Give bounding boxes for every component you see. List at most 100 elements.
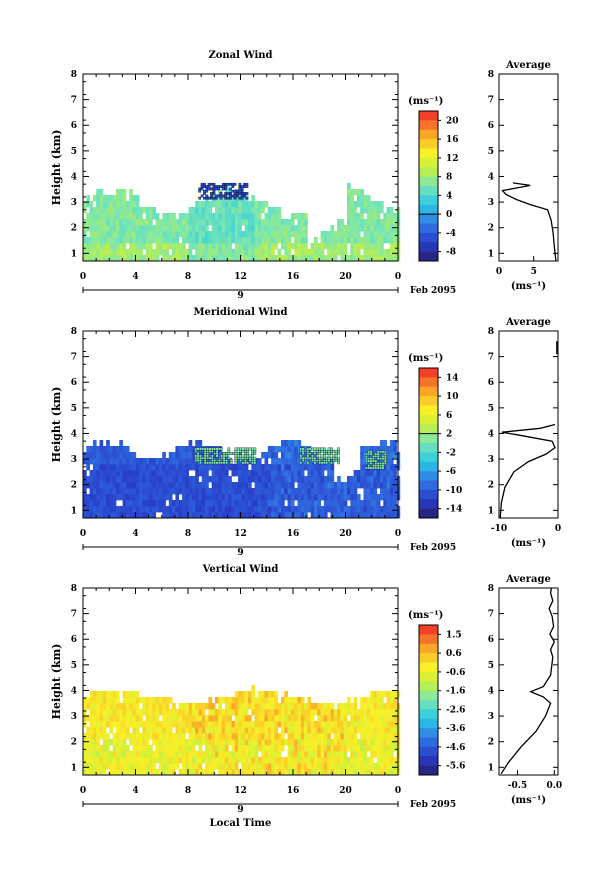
average-y-tick-label: 7 bbox=[488, 96, 494, 106]
x-tick-label: 0 bbox=[395, 529, 401, 539]
colorbar-tick-label: 4 bbox=[446, 191, 452, 201]
colorbar-segment bbox=[419, 424, 438, 434]
colorbar-segment bbox=[419, 690, 438, 701]
colorbar-segment bbox=[419, 251, 438, 262]
y-axis-label: Height (km) bbox=[50, 130, 63, 206]
average-y-tick-label: 8 bbox=[488, 327, 494, 337]
x-tick-label: 4 bbox=[132, 529, 138, 539]
x-tick-label: 16 bbox=[287, 786, 300, 796]
y-tick-label: 8 bbox=[71, 584, 77, 594]
colorbar-frame bbox=[418, 110, 439, 262]
colorbar-segment bbox=[419, 167, 438, 177]
average-y-tick-label: 5 bbox=[488, 147, 494, 157]
colorbar: (ms⁻¹)1.5 0.6 -0.6 -1.6 -2.6 -3.6 -4.6 -5.6 bbox=[408, 610, 465, 776]
y-tick-label: 3 bbox=[71, 712, 77, 722]
colorbar-segment bbox=[419, 120, 438, 131]
colorbar-segment bbox=[419, 765, 438, 776]
y-tick-label: 5 bbox=[71, 147, 77, 157]
colorbar-frame bbox=[418, 367, 439, 519]
colorbar-tick-label: -6 bbox=[446, 467, 456, 477]
colorbar-tick-label: 8 bbox=[446, 173, 452, 183]
x-tick-label: 12 bbox=[234, 786, 247, 796]
y-tick-label: 5 bbox=[71, 661, 77, 671]
y-axis: 1 2 3 4 5 6 7 8 Height (km) bbox=[50, 70, 398, 262]
colorbar-tick-label: -2.6 bbox=[446, 705, 465, 715]
y-tick-label: 2 bbox=[71, 224, 77, 234]
colorbar-segment bbox=[419, 396, 438, 406]
colorbar-segment bbox=[419, 681, 438, 691]
colorbar-tick-label: -5.6 bbox=[446, 762, 465, 772]
colorbar-segment bbox=[419, 223, 438, 234]
average-x-tick-label: 0.0 bbox=[546, 781, 562, 791]
colorbar-segment bbox=[419, 195, 438, 206]
y-tick-label: 1 bbox=[71, 506, 77, 516]
colorbar-segment bbox=[419, 662, 438, 673]
x-tick-label: 20 bbox=[339, 529, 352, 539]
colorbar-segment bbox=[419, 625, 438, 635]
colorbar-segment bbox=[419, 718, 438, 729]
colorbar-segment bbox=[419, 204, 438, 215]
colorbar-segment bbox=[419, 368, 438, 378]
colorbar-unit: (ms⁻¹) bbox=[408, 610, 443, 621]
colorbar-tick-label: -3.6 bbox=[446, 724, 465, 734]
colorbar-segment bbox=[419, 756, 438, 766]
x-tick-label: 16 bbox=[287, 272, 300, 282]
colorbar-segment bbox=[419, 214, 438, 224]
y-tick-label: 2 bbox=[71, 738, 77, 748]
x-tick-label: 4 bbox=[132, 786, 138, 796]
colorbar-segment bbox=[419, 499, 438, 509]
average-y-tick-label: 4 bbox=[488, 429, 494, 439]
average-y-tick-label: 3 bbox=[488, 712, 494, 722]
colorbar-segment bbox=[419, 471, 438, 481]
day-label: 9 bbox=[237, 291, 243, 301]
colorbar-segment bbox=[419, 242, 438, 252]
colorbar-segment bbox=[419, 634, 438, 645]
average-y-tick-label: 7 bbox=[488, 610, 494, 620]
colorbar-segment bbox=[419, 508, 438, 519]
y-tick-label: 1 bbox=[71, 249, 77, 259]
average-y-tick-label: 6 bbox=[488, 378, 494, 388]
colorbar-tick-label: 10 bbox=[446, 392, 459, 402]
average-y-tick-label: 6 bbox=[488, 121, 494, 131]
panel-title: Zonal Wind bbox=[208, 50, 272, 61]
x-tick-label: 12 bbox=[234, 529, 247, 539]
colorbar: (ms⁻¹)14 10 6 2 -2 -6 -10 -14 bbox=[408, 353, 462, 519]
colorbar-segment bbox=[419, 643, 438, 654]
date-label: Feb 2095 bbox=[410, 800, 456, 810]
y-tick-label: 8 bbox=[71, 70, 77, 80]
average-x-tick-label: 5 bbox=[531, 267, 537, 277]
colorbar-segment bbox=[419, 405, 438, 416]
colorbar-segment bbox=[419, 653, 438, 663]
average-y-tick-label: 3 bbox=[488, 198, 494, 208]
day-label: 9 bbox=[237, 548, 243, 558]
colorbar-tick-label: 1.5 bbox=[446, 630, 462, 640]
x-tick-label: 0 bbox=[395, 786, 401, 796]
x-tick-label: 0 bbox=[80, 272, 86, 282]
colorbar-segment bbox=[419, 480, 438, 491]
x-tick-label: 8 bbox=[185, 272, 191, 282]
heatmap-cells bbox=[83, 440, 401, 519]
colorbar-tick-label: 0.6 bbox=[446, 649, 462, 659]
y-tick-label: 6 bbox=[71, 635, 77, 645]
colorbar-tick-label: 14 bbox=[446, 373, 459, 383]
x-tick-label: 0 bbox=[395, 272, 401, 282]
average-profile-line bbox=[501, 182, 557, 262]
average-x-label: (ms⁻¹) bbox=[511, 281, 546, 292]
colorbar-segment bbox=[419, 709, 438, 720]
x-tick-label: 0 bbox=[80, 786, 86, 796]
heatmap-cells bbox=[83, 685, 401, 776]
average-y-tick-label: 1 bbox=[488, 763, 494, 773]
y-tick-label: 3 bbox=[71, 198, 77, 208]
average-panel: Average 1 2 3 4 5 6 7 8 0 5 (ms⁻¹) bbox=[488, 60, 559, 292]
colorbar-tick-label: -0.6 bbox=[446, 668, 465, 678]
heatmap-cells bbox=[83, 182, 401, 262]
colorbar-segment bbox=[419, 728, 438, 738]
x-axis-label: Local Time bbox=[210, 818, 272, 829]
colorbar: (ms⁻¹)20 16 12 8 4 0 -4 -8 bbox=[408, 96, 459, 262]
colorbar-segment bbox=[419, 157, 438, 168]
colorbar-tick-label: 20 bbox=[446, 116, 459, 126]
colorbar-segment bbox=[419, 700, 438, 710]
